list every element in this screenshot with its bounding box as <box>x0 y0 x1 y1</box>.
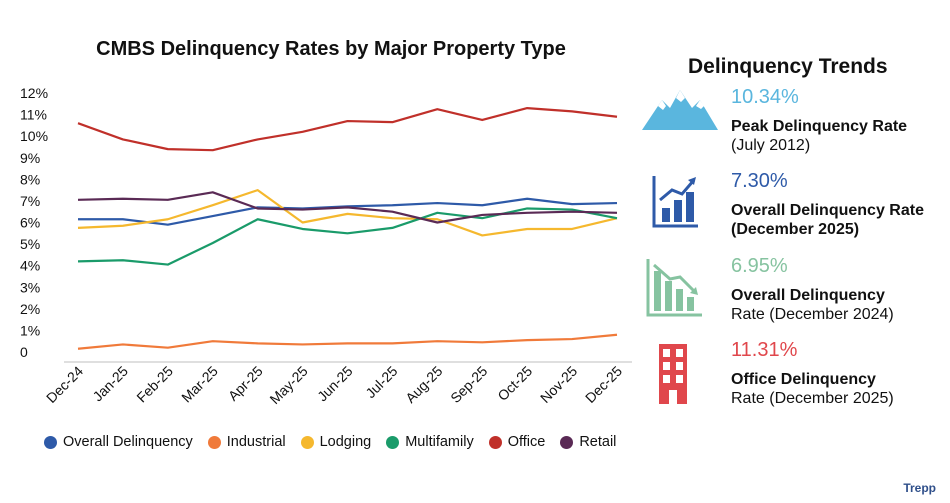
trepp-logo: Trepp <box>903 481 936 495</box>
trend-label-bold: Office Delinquency <box>731 371 876 388</box>
x-tick-label: Sep-25 <box>447 363 490 406</box>
legend-swatch-overall <box>44 435 57 449</box>
trend-label: Office Delinquency Rate (December 2025) <box>731 370 950 408</box>
trend-label-bold: Overall Delinquency Rate <box>731 202 924 219</box>
y-tick-label: 4% <box>20 258 40 274</box>
legend-label: Multifamily <box>405 434 474 450</box>
y-tick-label: 2% <box>20 301 40 317</box>
y-tick-label: 1% <box>20 322 40 338</box>
legend-item-retail[interactable]: Retail <box>560 434 616 450</box>
y-tick-label: 6% <box>20 215 40 231</box>
legend-label: Retail <box>579 434 617 450</box>
series-line-office <box>77 107 618 152</box>
legend-swatch-multifamily <box>386 435 400 449</box>
legend-swatch-lodging <box>300 435 314 449</box>
trend-overall-2025: 7.30% Overall Delinquency Rate (December … <box>640 170 945 255</box>
legend-label: Office <box>507 434 546 450</box>
y-tick-label: 7% <box>20 193 40 209</box>
legend-label: Industrial <box>226 434 286 450</box>
trend-overall-2024: 6.95% Overall Delinquency Rate (December … <box>640 255 945 340</box>
legend-item-office[interactable]: Office <box>488 434 546 450</box>
y-tick-label: 0 <box>20 344 28 360</box>
y-tick-label: 9% <box>20 150 40 166</box>
panel-title: Delinquency Trends <box>688 55 888 78</box>
trend-label-rest: Rate (December 2024) <box>731 306 894 323</box>
trend-label-rest: (July 2012) <box>731 137 811 154</box>
trend-office: 11.31% Office Delinquency Rate (December … <box>640 339 945 424</box>
x-tick-label: Mar-25 <box>178 363 221 406</box>
x-tick-label: Apr-25 <box>225 363 266 404</box>
x-tick-label: Jun-25 <box>314 363 356 405</box>
legend-swatch-retail <box>560 435 574 449</box>
legend-label: Lodging <box>319 434 372 450</box>
trend-value: 7.30% <box>731 170 788 192</box>
bar-chart-up-icon <box>640 170 720 250</box>
x-tick-label: Dec-25 <box>582 363 625 406</box>
trend-peak: 10.34% Peak Delinquency Rate (July 2012) <box>640 86 945 171</box>
trend-label: Overall Delinquency Rate (December 2024) <box>731 286 950 324</box>
chart-legend: Overall Delinquency Industrial Lodging M… <box>44 434 631 450</box>
y-tick-label: 12% <box>20 85 48 101</box>
y-tick-label: 8% <box>20 171 40 187</box>
mountain-icon <box>640 86 720 166</box>
series-line-multifamily <box>77 207 618 266</box>
trend-label-rest: Rate (December 2025) <box>731 390 894 407</box>
legend-item-overall[interactable]: Overall Delinquency <box>44 434 193 450</box>
trend-label-bold: Peak Delinquency Rate <box>731 118 908 135</box>
legend-swatch-industrial <box>207 435 221 449</box>
series-line-retail <box>77 191 618 224</box>
trend-label: Peak Delinquency Rate (July 2012) <box>731 117 950 155</box>
trend-value: 11.31% <box>731 339 798 361</box>
x-tick-label: Jul-25 <box>362 363 400 401</box>
x-tick-label: Aug-25 <box>402 363 445 406</box>
bar-chart-down-icon <box>640 255 720 335</box>
x-tick-label: Oct-25 <box>494 363 535 404</box>
series-line-industrial <box>77 333 618 350</box>
y-tick-label: 10% <box>20 128 48 144</box>
trend-label: Overall Delinquency Rate (December 2025) <box>731 201 950 239</box>
building-icon <box>640 339 720 419</box>
legend-item-lodging[interactable]: Lodging <box>300 434 372 450</box>
trend-value: 10.34% <box>731 86 799 108</box>
legend-label: Overall Delinquency <box>63 434 193 450</box>
trend-label-rest: (December 2025) <box>731 221 860 238</box>
x-tick-label: May-25 <box>266 363 310 407</box>
series-line-lodging <box>77 189 618 237</box>
y-tick-label: 3% <box>20 279 40 295</box>
trend-label-bold: Overall Delinquency <box>731 287 885 304</box>
y-tick-label: 5% <box>20 236 40 252</box>
chart-title: CMBS Delinquency Rates by Major Property… <box>96 38 566 60</box>
x-tick-label: Dec-24 <box>43 363 86 406</box>
legend-item-multifamily[interactable]: Multifamily <box>386 434 474 450</box>
x-tick-label: Jan-25 <box>89 363 131 405</box>
x-tick-label: Feb-25 <box>133 363 176 406</box>
y-tick-label: 11% <box>20 107 47 123</box>
x-tick-label: Nov-25 <box>537 363 580 406</box>
trend-value: 6.95% <box>731 255 788 277</box>
legend-swatch-office <box>488 435 502 449</box>
legend-item-industrial[interactable]: Industrial <box>207 434 286 450</box>
